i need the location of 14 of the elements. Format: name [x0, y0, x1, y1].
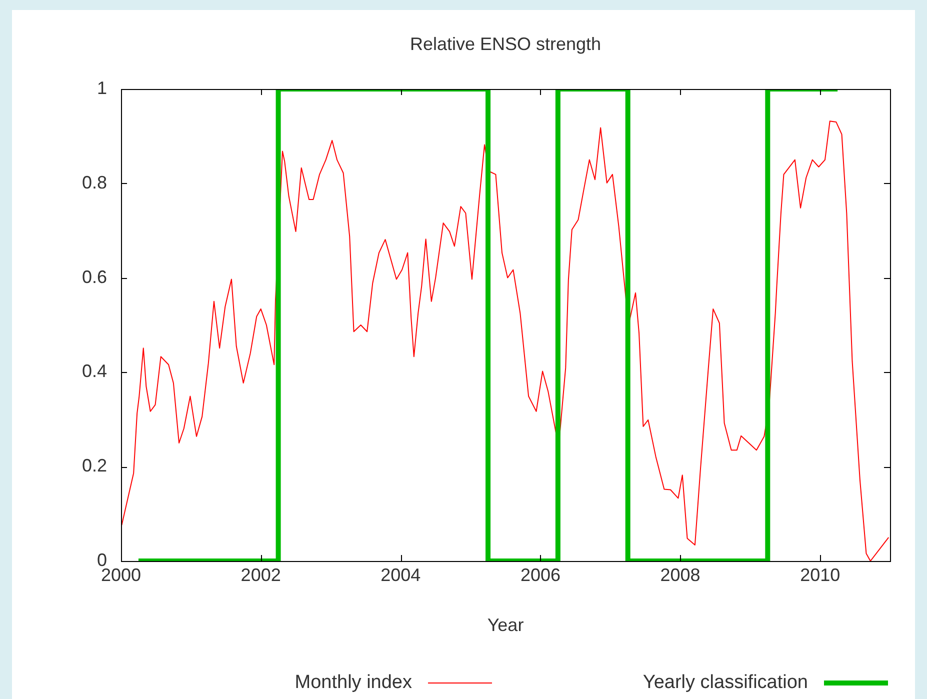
y-tick-label: 0.2 — [82, 456, 107, 476]
legend-label: Monthly index — [294, 672, 412, 694]
y-tick-label: 0.8 — [82, 172, 107, 192]
x-tick-label: 2002 — [240, 564, 281, 585]
legend-label: Yearly classification — [642, 672, 808, 694]
chart-title: Relative ENSO strength — [410, 34, 602, 54]
y-tick-label: 0.4 — [82, 361, 107, 382]
x-tick-label: 2008 — [660, 564, 700, 585]
y-tick-label: 1 — [96, 78, 107, 98]
x-tick-label: 2004 — [380, 564, 421, 585]
x-axis-title: Year — [487, 615, 524, 636]
x-tick-label: 2010 — [800, 564, 840, 585]
y-tick-label: 0.6 — [82, 266, 107, 287]
x-tick-label: 2006 — [520, 564, 560, 585]
